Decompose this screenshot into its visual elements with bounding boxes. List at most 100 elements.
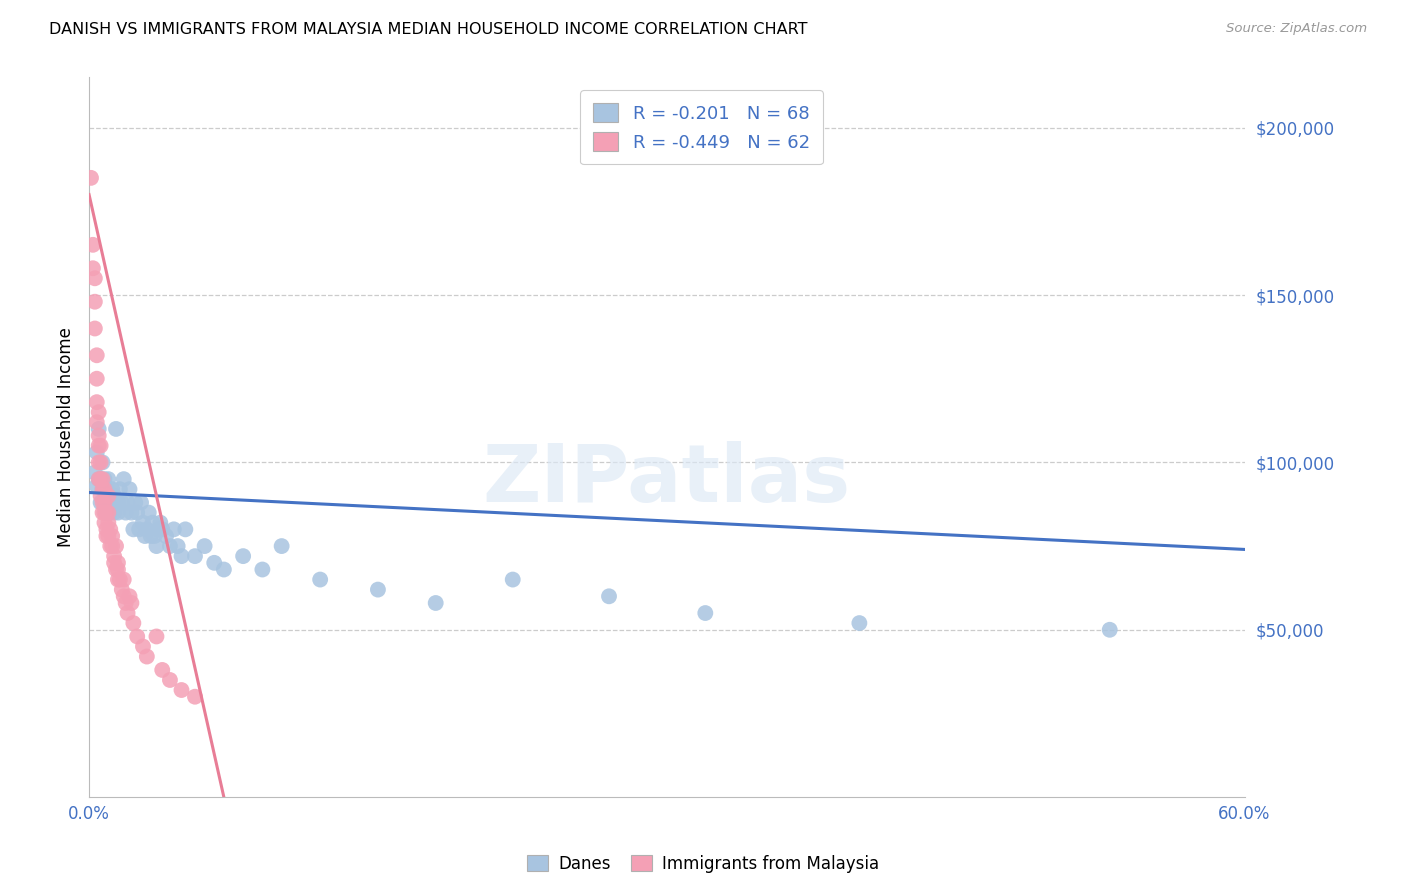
Point — [91, 472, 114, 486]
Point — [425, 596, 447, 610]
Point — [114, 506, 136, 520]
Point — [120, 506, 142, 520]
Point — [96, 506, 118, 520]
Point — [122, 522, 145, 536]
Point — [194, 539, 217, 553]
Text: DANISH VS IMMIGRANTS FROM MALAYSIA MEDIAN HOUSEHOLD INCOME CORRELATION CHART: DANISH VS IMMIGRANTS FROM MALAYSIA MEDIA… — [49, 22, 807, 37]
Point — [107, 506, 129, 520]
Point — [87, 455, 110, 469]
Point — [83, 321, 105, 335]
Point — [87, 405, 110, 419]
Point — [86, 445, 108, 459]
Point — [96, 522, 118, 536]
Point — [127, 506, 149, 520]
Point — [270, 539, 292, 553]
Point — [82, 237, 104, 252]
Point — [129, 495, 152, 509]
Point — [124, 495, 146, 509]
Point — [105, 422, 128, 436]
Point — [96, 506, 118, 520]
Point — [86, 348, 108, 362]
Point — [107, 495, 129, 509]
Point — [97, 489, 120, 503]
Point — [93, 495, 115, 509]
Point — [170, 549, 193, 563]
Point — [138, 506, 160, 520]
Point — [83, 466, 105, 480]
Point — [108, 482, 131, 496]
Point — [83, 271, 105, 285]
Point — [91, 455, 114, 469]
Point — [135, 522, 157, 536]
Point — [93, 482, 115, 496]
Point — [101, 495, 124, 509]
Point — [232, 549, 254, 563]
Point — [103, 549, 125, 563]
Point — [97, 495, 120, 509]
Point — [112, 472, 135, 486]
Point — [93, 495, 115, 509]
Point — [695, 606, 717, 620]
Point — [87, 472, 110, 486]
Point — [80, 170, 103, 185]
Point — [87, 422, 110, 436]
Point — [143, 529, 166, 543]
Point — [91, 495, 114, 509]
Point — [82, 261, 104, 276]
Point — [150, 663, 173, 677]
Point — [96, 529, 118, 543]
Point — [105, 539, 128, 553]
Point — [105, 562, 128, 576]
Point — [107, 556, 129, 570]
Point — [86, 395, 108, 409]
Point — [97, 529, 120, 543]
Point — [117, 495, 139, 509]
Point — [132, 516, 155, 530]
Point — [1098, 623, 1121, 637]
Point — [159, 539, 181, 553]
Point — [96, 482, 118, 496]
Y-axis label: Median Household Income: Median Household Income — [58, 327, 75, 547]
Point — [184, 690, 207, 704]
Point — [97, 506, 120, 520]
Point — [90, 472, 112, 486]
Point — [93, 506, 115, 520]
Point — [128, 522, 150, 536]
Legend: R = -0.201   N = 68, R = -0.449   N = 62: R = -0.201 N = 68, R = -0.449 N = 62 — [581, 90, 823, 164]
Point — [90, 472, 112, 486]
Point — [98, 489, 121, 503]
Point — [127, 630, 149, 644]
Point — [87, 472, 110, 486]
Point — [87, 439, 110, 453]
Point — [108, 573, 131, 587]
Point — [598, 589, 620, 603]
Point — [90, 455, 112, 469]
Point — [86, 479, 108, 493]
Point — [111, 495, 134, 509]
Point — [135, 649, 157, 664]
Point — [87, 428, 110, 442]
Point — [134, 529, 156, 543]
Point — [97, 516, 120, 530]
Point — [212, 562, 235, 576]
Point — [163, 522, 186, 536]
Point — [148, 522, 170, 536]
Point — [848, 616, 870, 631]
Point — [93, 516, 115, 530]
Point — [103, 489, 125, 503]
Point — [83, 294, 105, 309]
Point — [145, 539, 167, 553]
Text: Source: ZipAtlas.com: Source: ZipAtlas.com — [1226, 22, 1367, 36]
Legend: Danes, Immigrants from Malaysia: Danes, Immigrants from Malaysia — [520, 848, 886, 880]
Point — [309, 573, 332, 587]
Point — [120, 596, 142, 610]
Point — [155, 529, 177, 543]
Point — [117, 606, 139, 620]
Point — [98, 506, 121, 520]
Point — [202, 556, 225, 570]
Point — [91, 506, 114, 520]
Point — [86, 372, 108, 386]
Point — [166, 539, 188, 553]
Point — [98, 539, 121, 553]
Point — [103, 556, 125, 570]
